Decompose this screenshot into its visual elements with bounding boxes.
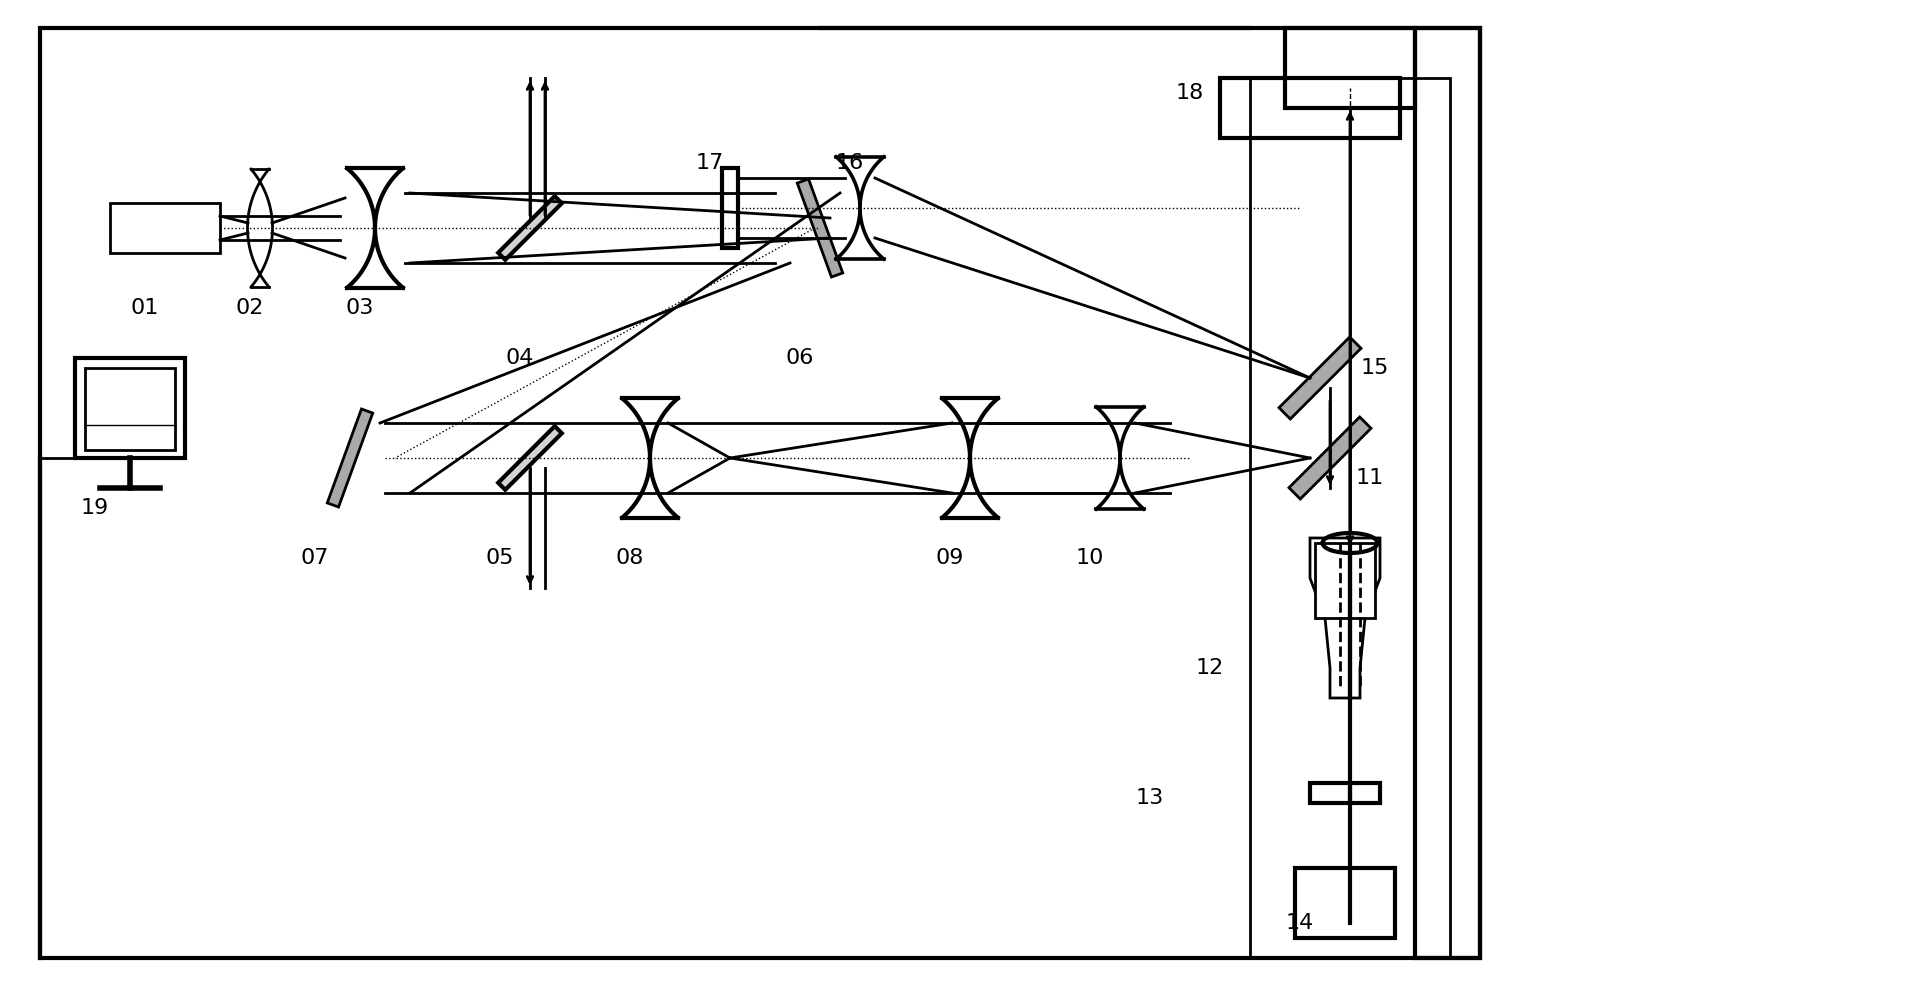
Text: 14: 14 [1285,913,1314,933]
Polygon shape [797,179,841,277]
Bar [110,203,220,253]
Text: 12: 12 [1195,658,1224,678]
Text: 07: 07 [301,548,328,568]
Bar [85,368,176,450]
Text: 04: 04 [506,348,535,368]
Text: 18: 18 [1175,83,1204,103]
Text: 17: 17 [695,153,724,173]
Text: 05: 05 [486,548,513,568]
Bar [1305,883,1384,923]
Polygon shape [1278,337,1361,419]
Text: 15: 15 [1361,358,1388,378]
Text: 03: 03 [345,298,374,318]
Polygon shape [326,409,372,507]
Polygon shape [498,426,562,490]
Text: 08: 08 [616,548,645,568]
Text: 11: 11 [1355,468,1384,488]
FancyBboxPatch shape [41,28,1478,958]
Bar [75,358,185,458]
Text: 06: 06 [786,348,814,368]
Text: 16: 16 [836,153,865,173]
Polygon shape [1289,417,1370,499]
Text: 19: 19 [81,498,110,518]
Bar [722,168,737,248]
Bar [1220,78,1399,138]
Polygon shape [1309,538,1380,698]
Bar [1309,783,1380,803]
Text: 02: 02 [235,298,264,318]
Polygon shape [498,197,562,260]
Bar [1283,28,1415,108]
Text: 09: 09 [936,548,963,568]
Bar [1314,543,1374,618]
Bar [1295,868,1393,938]
Text: 10: 10 [1075,548,1104,568]
Text: 13: 13 [1135,788,1164,808]
Text: 01: 01 [131,298,158,318]
